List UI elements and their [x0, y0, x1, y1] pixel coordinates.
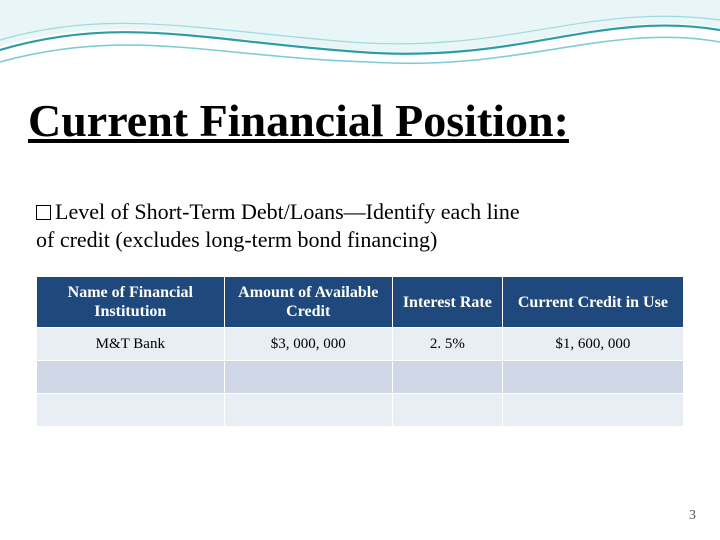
page-title: Current Financial Position:: [28, 96, 692, 147]
table-cell: 2. 5%: [392, 328, 502, 361]
credit-table: Name of Financial InstitutionAmount of A…: [36, 276, 684, 427]
credit-table-container: Name of Financial InstitutionAmount of A…: [36, 276, 684, 427]
table-row: M&T Bank$3, 000, 0002. 5%$1, 600, 000: [37, 328, 684, 361]
table-header-cell: Current Credit in Use: [502, 277, 683, 328]
table-cell: [37, 394, 225, 427]
table-cell: [224, 394, 392, 427]
subtitle-line-2: of credit (excludes long-term bond finan…: [36, 227, 437, 252]
wave-line-2: [0, 37, 720, 63]
table-row: [37, 361, 684, 394]
table-cell: [502, 394, 683, 427]
table-cell: [392, 361, 502, 394]
bullet-square-icon: [36, 205, 51, 220]
subtitle-line-1: Level of Short-Term Debt/Loans—Identify …: [55, 199, 520, 224]
table-cell: M&T Bank: [37, 328, 225, 361]
decorative-wave: [0, 0, 720, 90]
table-cell: $3, 000, 000: [224, 328, 392, 361]
slide: Current Financial Position: Level of Sho…: [0, 0, 720, 540]
table-cell: [224, 361, 392, 394]
subtitle: Level of Short-Term Debt/Loans—Identify …: [36, 198, 680, 253]
wave-line-3: [0, 16, 720, 44]
page-number: 3: [689, 508, 696, 524]
wave-line-1: [0, 26, 720, 54]
table-header-cell: Amount of Available Credit: [224, 277, 392, 328]
table-header-cell: Interest Rate: [392, 277, 502, 328]
table-cell: [392, 394, 502, 427]
table-header-cell: Name of Financial Institution: [37, 277, 225, 328]
table-cell: [37, 361, 225, 394]
table-row: [37, 394, 684, 427]
table-body: M&T Bank$3, 000, 0002. 5%$1, 600, 000: [37, 328, 684, 427]
wave-fill: [0, 0, 720, 52]
table-cell: $1, 600, 000: [502, 328, 683, 361]
table-cell: [502, 361, 683, 394]
table-header-row: Name of Financial InstitutionAmount of A…: [37, 277, 684, 328]
table-head: Name of Financial InstitutionAmount of A…: [37, 277, 684, 328]
